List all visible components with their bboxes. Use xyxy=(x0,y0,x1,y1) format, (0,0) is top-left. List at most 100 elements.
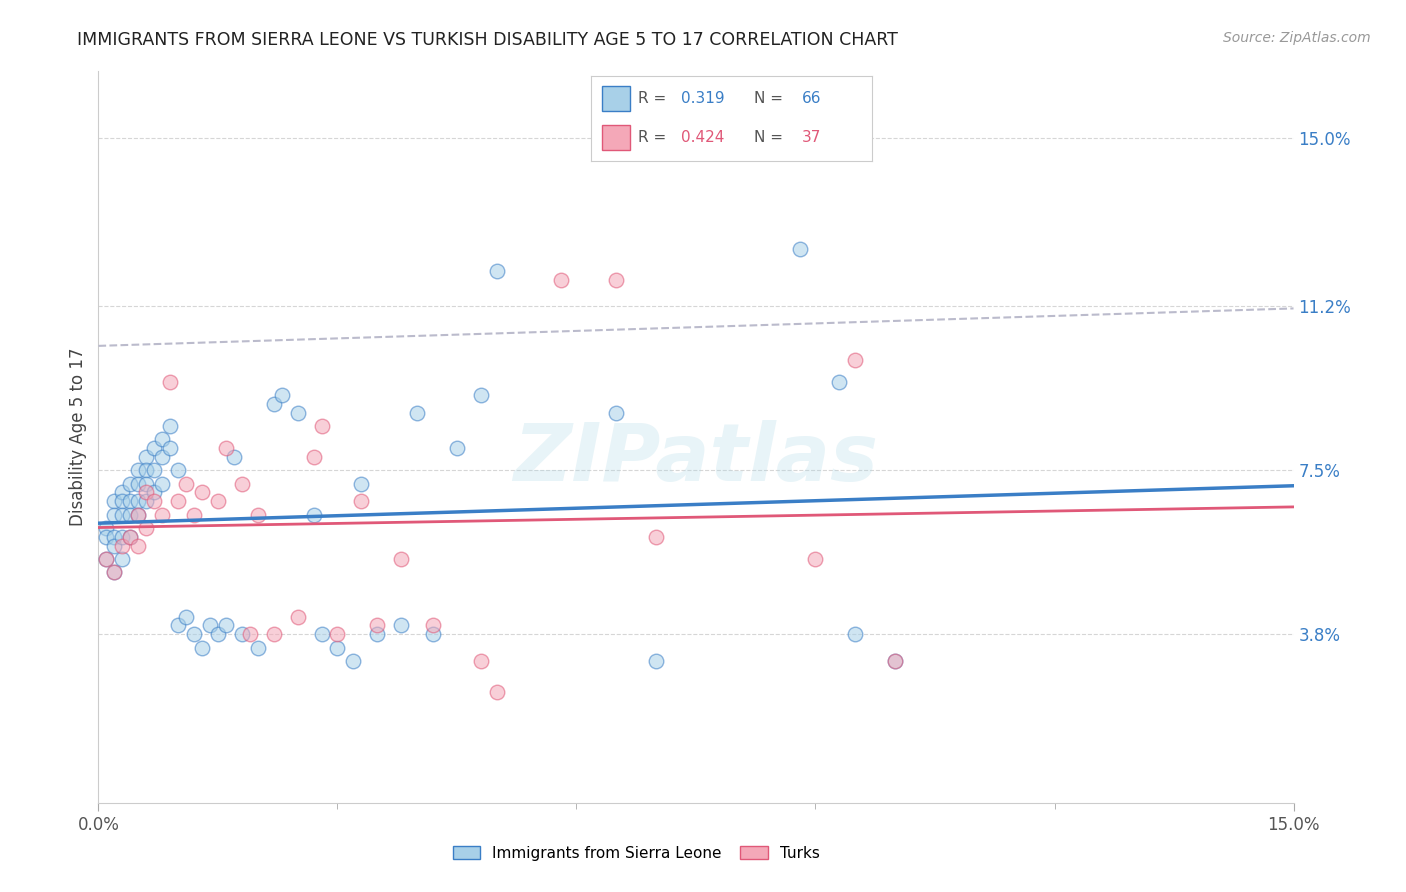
Point xyxy=(389,552,412,566)
Point xyxy=(127,494,149,508)
Text: 66: 66 xyxy=(801,91,821,106)
Point xyxy=(183,627,205,641)
Point xyxy=(326,627,349,641)
Point xyxy=(422,627,444,641)
Point xyxy=(120,530,142,544)
Legend: Immigrants from Sierra Leone, Turks: Immigrants from Sierra Leone, Turks xyxy=(446,838,827,868)
Point xyxy=(174,609,197,624)
Point xyxy=(302,508,325,522)
Point xyxy=(96,552,118,566)
Point xyxy=(135,476,157,491)
Point xyxy=(135,450,157,464)
Point xyxy=(143,441,166,455)
Point xyxy=(287,609,309,624)
Point xyxy=(135,463,157,477)
Point xyxy=(135,521,157,535)
Point xyxy=(828,375,851,389)
Point xyxy=(135,485,157,500)
Point xyxy=(127,476,149,491)
Point xyxy=(150,432,173,446)
Point xyxy=(366,627,388,641)
Point xyxy=(485,264,508,278)
Point xyxy=(96,521,118,535)
Point xyxy=(167,494,190,508)
Text: 37: 37 xyxy=(801,130,821,145)
Point xyxy=(246,640,269,655)
Point xyxy=(231,476,253,491)
Point xyxy=(120,476,142,491)
Point xyxy=(111,485,134,500)
Point xyxy=(120,508,142,522)
Point xyxy=(222,450,245,464)
Point xyxy=(207,627,229,641)
Text: 0.424: 0.424 xyxy=(681,130,724,145)
Point xyxy=(143,485,166,500)
Text: N =: N = xyxy=(754,91,787,106)
Point xyxy=(143,463,166,477)
FancyBboxPatch shape xyxy=(602,86,630,112)
Point xyxy=(127,539,149,553)
Point xyxy=(311,419,333,434)
FancyBboxPatch shape xyxy=(602,125,630,151)
Point xyxy=(239,627,262,641)
Point xyxy=(263,397,285,411)
Point xyxy=(111,552,134,566)
Point xyxy=(366,618,388,632)
Point xyxy=(844,627,866,641)
Point xyxy=(263,627,285,641)
Point xyxy=(804,552,827,566)
Point xyxy=(111,530,134,544)
Y-axis label: Disability Age 5 to 17: Disability Age 5 to 17 xyxy=(69,348,87,526)
Point xyxy=(167,618,190,632)
Point xyxy=(270,388,292,402)
Point xyxy=(470,388,492,402)
Point xyxy=(103,508,125,522)
Point xyxy=(127,463,149,477)
Point xyxy=(174,476,197,491)
Text: R =: R = xyxy=(638,91,672,106)
Text: IMMIGRANTS FROM SIERRA LEONE VS TURKISH DISABILITY AGE 5 TO 17 CORRELATION CHART: IMMIGRANTS FROM SIERRA LEONE VS TURKISH … xyxy=(77,31,898,49)
Point xyxy=(645,654,668,668)
Point xyxy=(159,441,181,455)
Text: R =: R = xyxy=(638,130,672,145)
Point xyxy=(326,640,349,655)
Point xyxy=(103,494,125,508)
Text: Source: ZipAtlas.com: Source: ZipAtlas.com xyxy=(1223,31,1371,45)
Text: 0.319: 0.319 xyxy=(681,91,724,106)
Point xyxy=(198,618,221,632)
Point xyxy=(287,406,309,420)
Point xyxy=(645,530,668,544)
Point xyxy=(789,242,811,256)
Point xyxy=(150,476,173,491)
Point xyxy=(183,508,205,522)
Point xyxy=(389,618,412,632)
Point xyxy=(159,375,181,389)
Point xyxy=(311,627,333,641)
Point xyxy=(215,618,238,632)
Point xyxy=(207,494,229,508)
Point xyxy=(406,406,429,420)
Point xyxy=(103,530,125,544)
Point xyxy=(215,441,238,455)
Point xyxy=(844,352,866,367)
Point xyxy=(605,406,627,420)
Point xyxy=(120,494,142,508)
Point xyxy=(350,476,373,491)
Point xyxy=(485,685,508,699)
Point xyxy=(103,566,125,580)
Point xyxy=(120,530,142,544)
Point xyxy=(470,654,492,668)
Point xyxy=(111,539,134,553)
Point xyxy=(135,494,157,508)
Point xyxy=(127,508,149,522)
Point xyxy=(150,450,173,464)
Point xyxy=(550,273,572,287)
Point xyxy=(446,441,468,455)
Point xyxy=(96,552,118,566)
Text: N =: N = xyxy=(754,130,787,145)
Point xyxy=(191,485,214,500)
Point xyxy=(191,640,214,655)
Point xyxy=(884,654,907,668)
Point xyxy=(422,618,444,632)
Point xyxy=(167,463,190,477)
